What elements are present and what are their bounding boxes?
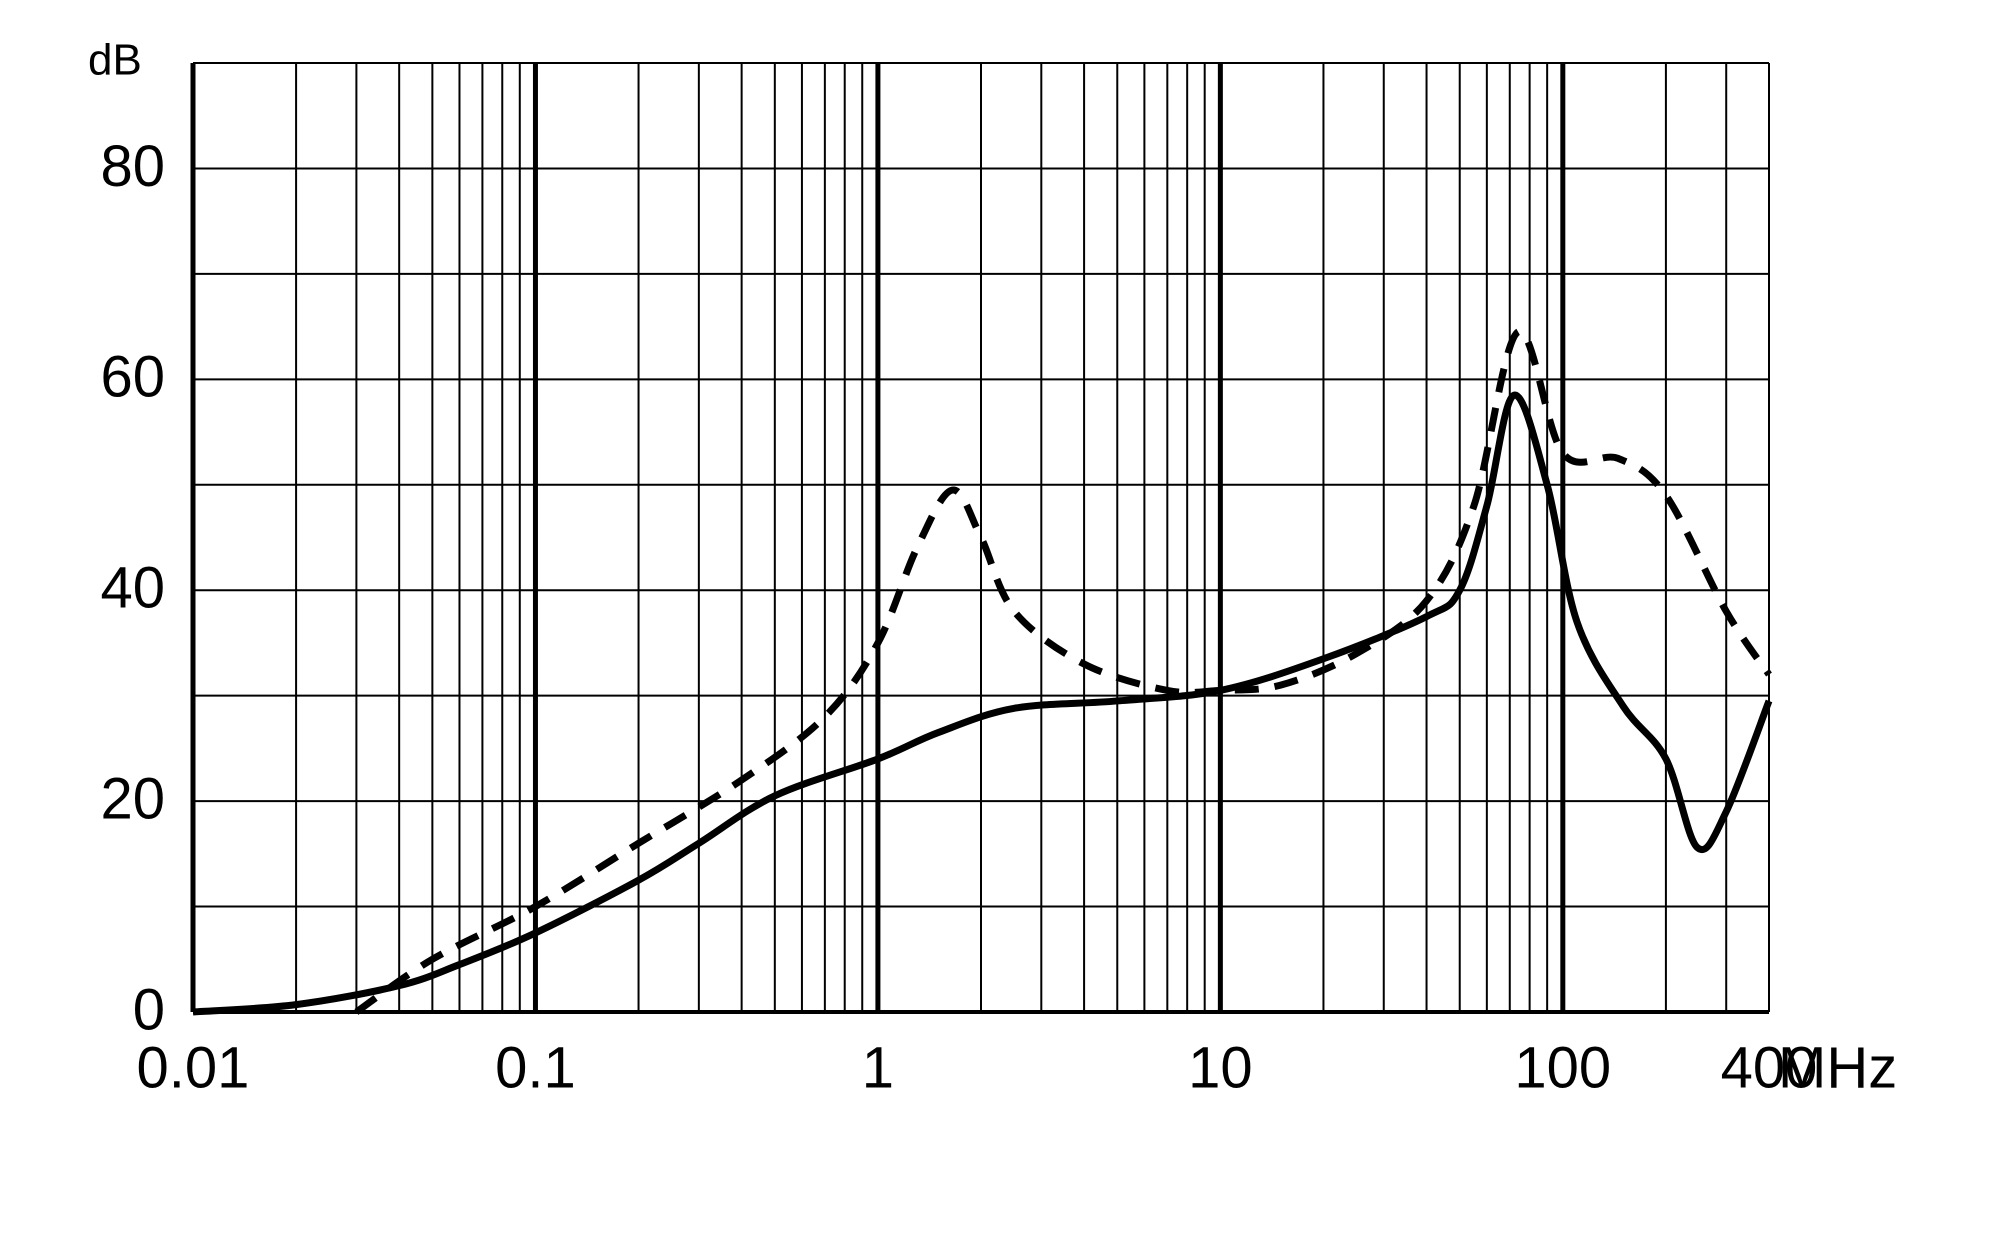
x-tick-label: 0.01 (137, 1035, 250, 1100)
x-tick-label: 10 (1188, 1035, 1253, 1100)
x-tick-label: 400 (1721, 1035, 1818, 1100)
y-tick-label: 20 (100, 766, 165, 831)
y-tick-label: 40 (100, 556, 165, 621)
x-tick-label: 100 (1514, 1035, 1611, 1100)
x-unit-label: MHz (1778, 1035, 1897, 1100)
y-tick-label: 60 (100, 345, 165, 410)
solid-line (192, 391, 1773, 1016)
y-tick-label: 80 (100, 134, 165, 199)
y-tick-label: 0 (133, 977, 165, 1042)
dashed-line (354, 328, 1772, 1015)
x-tick-label: 0.1 (495, 1035, 576, 1100)
y-unit-label: dB (88, 36, 142, 85)
x-tick-label: 1 (862, 1035, 894, 1100)
